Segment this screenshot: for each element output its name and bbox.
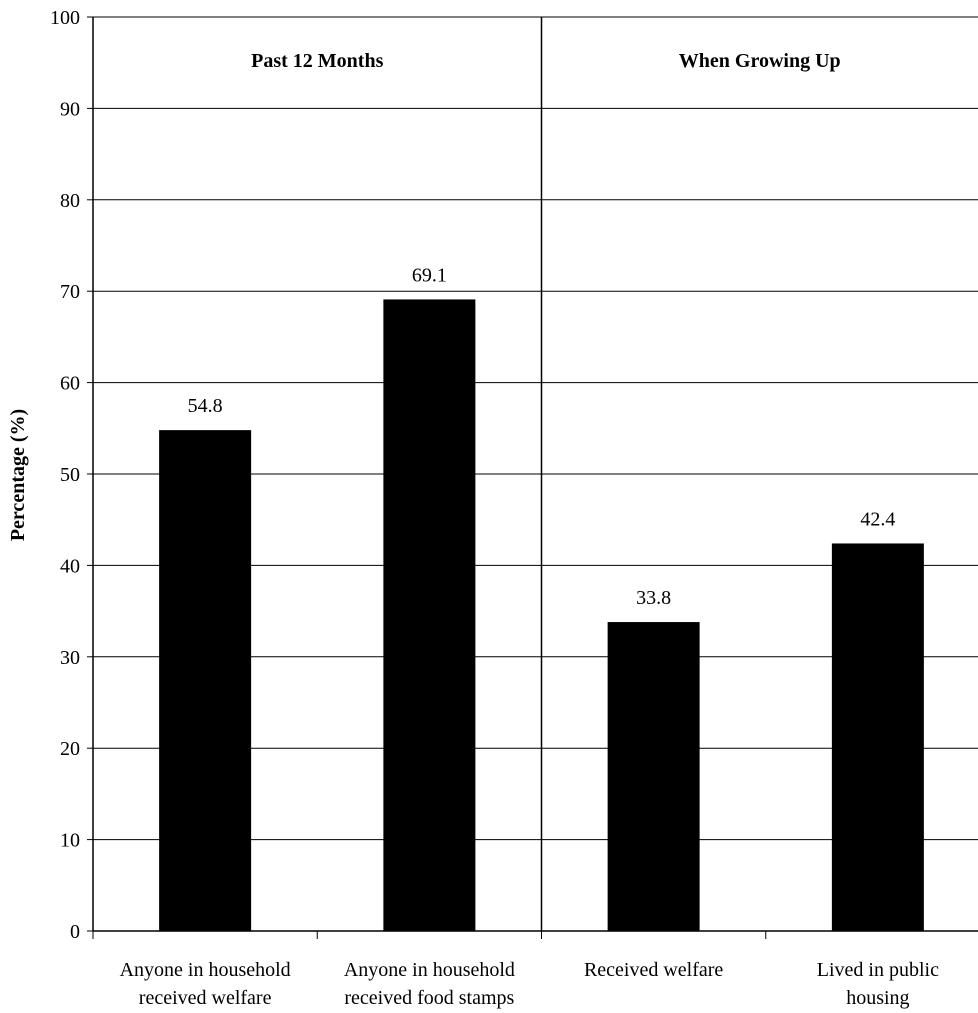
bar (159, 430, 252, 931)
y-tick-label: 30 (60, 647, 80, 669)
y-tick-label: 50 (60, 464, 80, 486)
group-label: Past 12 Months (251, 50, 383, 72)
x-tick-label: Lived in public (817, 959, 939, 981)
data-label: 42.4 (860, 508, 895, 530)
bar (607, 622, 700, 931)
y-tick-label: 0 (70, 921, 80, 943)
y-tick-label: 60 (60, 373, 80, 395)
y-tick-label: 40 (60, 555, 80, 577)
data-label: 69.1 (412, 264, 447, 286)
x-tick-label: Anyone in household (344, 959, 515, 981)
data-label: 54.8 (188, 395, 223, 417)
bar (383, 299, 476, 931)
x-tick-label: Received welfare (584, 959, 723, 981)
y-axis-title: Percentage (%) (7, 409, 29, 541)
data-label: 33.8 (636, 587, 671, 609)
x-tick-label: received food stamps (344, 987, 514, 1009)
x-tick-label: received welfare (139, 987, 272, 1009)
labels: 0 10 20 30 40 50 60 70 80 90 100 Past 12 Months When… (50, 7, 939, 1009)
y-tick-label: 80 (60, 190, 80, 212)
y-tick-label: 10 (60, 830, 80, 852)
bars (159, 299, 924, 931)
y-tick-label: 70 (60, 281, 80, 303)
y-tick-label: 90 (60, 98, 80, 120)
y-tick-label: 100 (50, 7, 80, 29)
group-label: When Growing Up (679, 50, 841, 72)
x-tick-label: housing (846, 987, 909, 1009)
bar (831, 543, 924, 931)
axes (87, 16, 978, 939)
x-tick-label: Anyone in household (120, 959, 291, 981)
y-tick-label: 20 (60, 738, 80, 760)
